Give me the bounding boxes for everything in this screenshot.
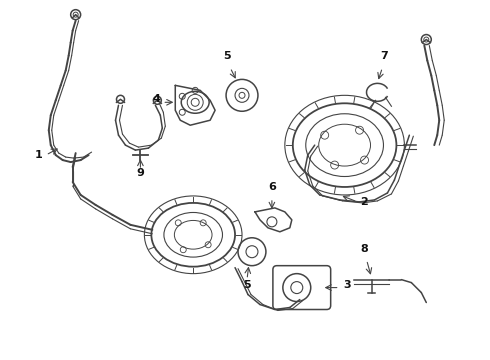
- Text: 5: 5: [243, 280, 251, 289]
- Text: 5: 5: [223, 51, 231, 62]
- Text: 4: 4: [152, 94, 160, 104]
- Text: 8: 8: [361, 244, 368, 254]
- Text: 9: 9: [137, 168, 145, 178]
- Text: 7: 7: [381, 51, 389, 62]
- Text: 6: 6: [268, 182, 276, 192]
- Text: 1: 1: [35, 150, 43, 160]
- Text: 2: 2: [360, 197, 368, 207]
- Text: 3: 3: [344, 280, 351, 289]
